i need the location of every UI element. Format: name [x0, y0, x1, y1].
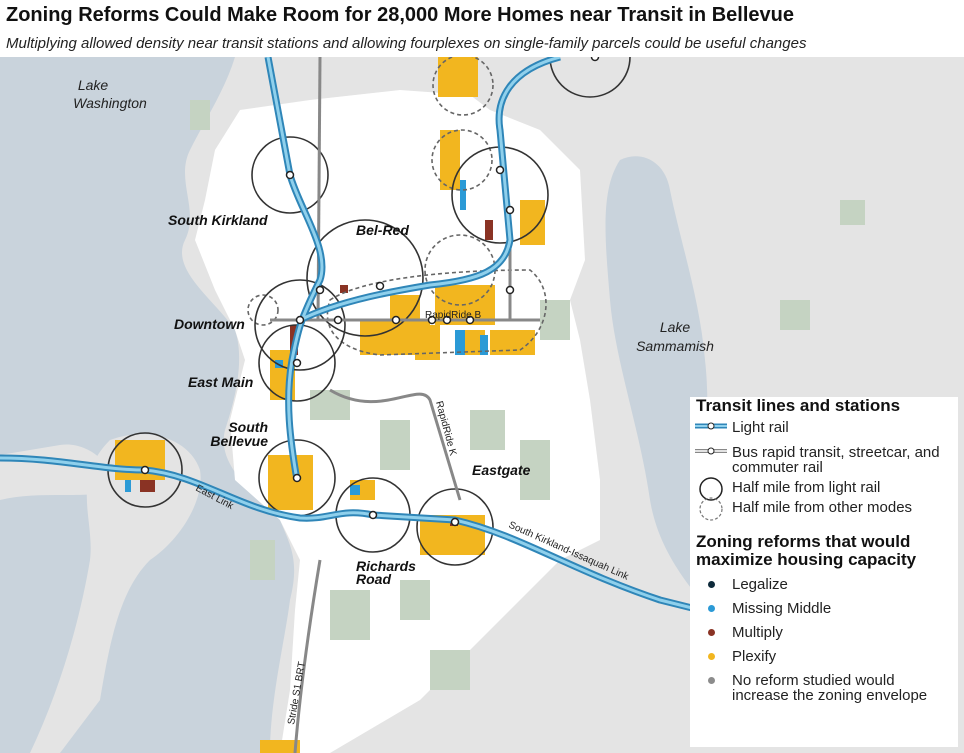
- label-bel-red: Bel-Red: [356, 222, 409, 238]
- legend-item-half-mile-other: Half mile from other modes: [690, 497, 958, 521]
- mercer-island: [30, 434, 201, 753]
- map-subtitle: Multiplying allowed density near transit…: [6, 35, 807, 52]
- legend-item-legalize: Legalize: [690, 577, 958, 592]
- label-east-main: East Main: [188, 374, 253, 390]
- legend-label: Light rail: [732, 419, 789, 436]
- legend-zoning-heading: Zoning reforms that would maximize housi…: [696, 532, 917, 569]
- no-reform-dot-icon: [707, 677, 715, 684]
- multiply-dot-icon: [707, 629, 715, 636]
- plexify-dot-icon: [707, 653, 715, 660]
- label-south-bellevue-1: South: [228, 419, 268, 435]
- stations: [140, 57, 600, 527]
- legend-label: Plexify: [732, 648, 777, 665]
- legend-item-light-rail: Light rail: [690, 420, 958, 435]
- map-legend: Transit lines and stations Light rail Bu…: [690, 397, 958, 747]
- parks: [190, 100, 865, 690]
- dashed-circle-icon: [690, 497, 732, 521]
- solid-circle-icon: [690, 477, 732, 501]
- legend-label: No reform studied would increase the zon…: [732, 672, 928, 704]
- label-richards-road-2: Road: [356, 571, 391, 587]
- lake-washington: [0, 57, 295, 753]
- lake-sammamish-label-1: Lake: [660, 319, 691, 335]
- legend-label: Half mile from other modes: [732, 499, 913, 516]
- legend-item-no-reform: No reform studied would increase the zon…: [690, 673, 958, 703]
- legend-transit-heading: Transit lines and stations: [696, 396, 901, 415]
- light-rail-line-icon: [690, 420, 732, 432]
- lake-washington-label-2: Washington: [73, 95, 147, 111]
- legend-label: Bus rapid transit, streetcar, and commut…: [732, 444, 940, 476]
- legalize-dot-icon: [707, 581, 715, 588]
- legend-item-half-mile-light-rail: Half mile from light rail: [690, 477, 958, 501]
- label-richards-road-1: Richards: [356, 558, 416, 574]
- legend-item-multiply: Multiply: [690, 625, 958, 640]
- label-south-bellevue-2: Bellevue: [210, 433, 268, 449]
- legend-label: Half mile from light rail: [732, 479, 881, 496]
- legend-label: Legalize: [732, 576, 788, 593]
- map-title: Zoning Reforms Could Make Room for 28,00…: [6, 4, 794, 26]
- legend-item-brt: Bus rapid transit, streetcar, and commut…: [690, 445, 958, 475]
- missing-middle-dot-icon: [707, 605, 715, 612]
- label-south-kirkland: South Kirkland: [168, 212, 268, 228]
- missing-middle-parcels: [125, 180, 488, 495]
- brt-line-icon: [690, 445, 732, 457]
- legend-item-plexify: Plexify: [690, 649, 958, 664]
- lake-washington-label-1: Lake: [78, 77, 109, 93]
- legend-label: Multiply: [732, 624, 783, 641]
- label-downtown: Downtown: [174, 316, 245, 332]
- label-rapidride-b: RapidRide B: [425, 310, 481, 321]
- label-eastgate: Eastgate: [472, 462, 531, 478]
- legend-label: Missing Middle: [732, 600, 832, 617]
- lake-sammamish: [605, 156, 770, 645]
- legend-item-missing-middle: Missing Middle: [690, 601, 958, 616]
- lake-sammamish-label-2: Sammamish: [636, 338, 714, 354]
